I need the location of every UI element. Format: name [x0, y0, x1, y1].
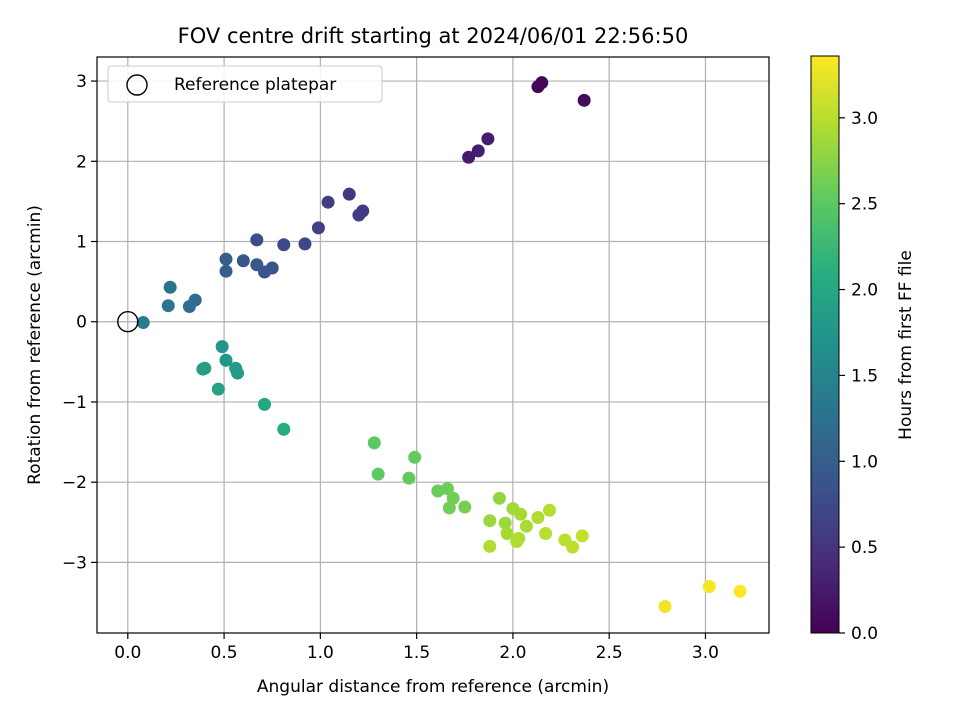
- y-tick-label: 1: [76, 233, 87, 253]
- data-point: [442, 501, 456, 515]
- data-points: [136, 76, 747, 614]
- data-point: [577, 93, 591, 107]
- y-tick-label: −2: [62, 473, 87, 493]
- colorbar-tick-label: 2.5: [851, 195, 878, 215]
- legend-label: Reference platepar: [174, 75, 336, 95]
- data-point: [277, 238, 291, 252]
- data-point: [182, 299, 196, 313]
- x-tick-label: 0.0: [114, 643, 141, 663]
- data-point: [352, 208, 366, 222]
- chart-title: FOV centre drift starting at 2024/06/01 …: [178, 24, 689, 48]
- data-point: [408, 450, 422, 464]
- data-point: [367, 436, 381, 450]
- data-point: [500, 527, 514, 541]
- data-point: [440, 482, 454, 496]
- y-tick-label: 0: [76, 313, 87, 333]
- colorbar-ticks: 0.0 0.5 1.0 1.5 2.0 2.5 3.0: [839, 109, 878, 644]
- data-point: [519, 519, 533, 533]
- x-tick-label: 2.5: [596, 643, 623, 663]
- data-point: [566, 540, 580, 554]
- data-point: [539, 527, 553, 541]
- grid-lines: [97, 57, 769, 633]
- x-tick-label: 1.0: [307, 643, 334, 663]
- reference-platepar-marker: [117, 311, 139, 333]
- data-point: [231, 366, 245, 380]
- data-point: [458, 500, 472, 514]
- data-point: [236, 254, 250, 268]
- data-point: [163, 280, 177, 294]
- colorbar-tick-label: 2.0: [851, 281, 878, 301]
- data-point: [211, 382, 225, 396]
- data-point: [514, 507, 528, 521]
- data-point: [342, 187, 356, 201]
- data-point: [298, 237, 312, 251]
- data-point: [658, 600, 672, 614]
- data-point: [219, 252, 233, 266]
- colorbar-tick-label: 1.0: [851, 452, 878, 472]
- legend: Reference platepar: [107, 65, 383, 103]
- data-point: [321, 195, 335, 209]
- data-point: [531, 510, 545, 524]
- data-point: [510, 535, 524, 549]
- colorbar-tick-label: 3.0: [851, 109, 878, 129]
- data-point: [371, 467, 385, 481]
- data-point: [250, 233, 264, 247]
- x-tick-label: 1.5: [403, 643, 430, 663]
- data-point: [402, 471, 416, 485]
- plot-frame: [96, 56, 770, 634]
- data-point: [250, 258, 264, 272]
- data-point: [498, 516, 512, 530]
- x-tick-label: 0.5: [211, 643, 238, 663]
- colorbar: 0.0 0.5 1.0 1.5 2.0 2.5 3.0 Hours from first F…: [810, 55, 916, 644]
- legend-marker: [126, 74, 148, 96]
- colorbar-gradient: [810, 55, 840, 634]
- y-tick-label: 3: [76, 72, 87, 92]
- data-point: [215, 340, 229, 354]
- x-axis-ticks: 0.0 0.5 1.0 1.5 2.0 2.5 3.0: [114, 633, 719, 663]
- colorbar-tick-label: 1.5: [851, 366, 878, 386]
- y-tick-label: −1: [62, 393, 87, 413]
- y-tick-label: −3: [62, 553, 87, 573]
- y-axis-ticks: −3 −2 −1 0 1 2 3: [62, 72, 97, 573]
- x-tick-label: 3.0: [692, 643, 719, 663]
- data-point: [492, 491, 506, 505]
- y-tick-label: 2: [76, 152, 87, 172]
- legend-box: [107, 65, 383, 103]
- data-point: [535, 76, 549, 90]
- plot-area: [97, 57, 769, 633]
- colorbar-tick-label: 0.5: [851, 538, 878, 558]
- x-axis-label: Angular distance from reference (arcmin): [257, 677, 609, 697]
- data-point: [542, 503, 556, 517]
- data-point: [471, 144, 485, 158]
- data-point: [702, 579, 716, 593]
- data-point: [258, 397, 272, 411]
- data-point: [481, 132, 495, 146]
- data-point: [136, 316, 150, 330]
- data-point: [198, 361, 212, 375]
- data-point: [483, 539, 497, 553]
- colorbar-tick-label: 0.0: [851, 624, 878, 644]
- data-point: [219, 264, 233, 278]
- colorbar-label: Hours from first FF file: [896, 250, 916, 440]
- data-point: [219, 353, 233, 367]
- data-point: [311, 221, 325, 235]
- x-tick-label: 2.0: [499, 643, 526, 663]
- data-point: [277, 422, 291, 436]
- data-point: [462, 150, 476, 164]
- data-point: [483, 514, 497, 528]
- y-axis-label: Rotation from reference (arcmin): [25, 205, 45, 485]
- data-point: [575, 529, 589, 543]
- data-point: [161, 299, 175, 313]
- data-point: [733, 584, 747, 598]
